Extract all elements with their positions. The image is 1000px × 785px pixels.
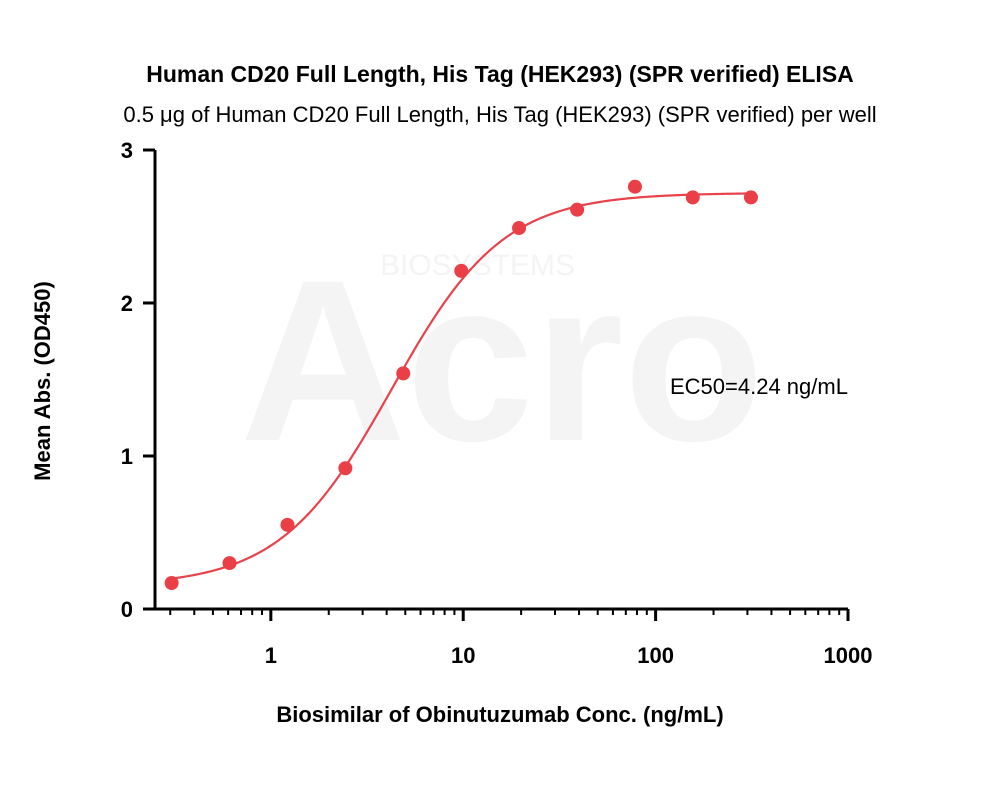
chart-subtitle: 0.5 μg of Human CD20 Full Length, His Ta… [123, 102, 876, 127]
data-point [454, 263, 469, 278]
data-point [685, 190, 700, 205]
x-tick-label: 10 [451, 643, 475, 668]
watermark-logo: Acro BIOSYSTEMS [240, 232, 764, 489]
y-tick-label: 3 [121, 138, 133, 163]
y-tick-label: 1 [121, 444, 133, 469]
fit-curve-layer [171, 192, 751, 580]
x-axis-label: Biosimilar of Obinutuzumab Conc. (ng/mL) [276, 702, 723, 727]
data-points [164, 179, 758, 590]
x-tick-label: 1 [265, 643, 277, 668]
x-tick-label: 100 [637, 643, 674, 668]
y-tick-label: 0 [121, 597, 133, 622]
data-point [222, 556, 237, 571]
data-point [743, 190, 758, 205]
data-point [280, 517, 295, 532]
data-point [396, 366, 411, 381]
chart-title: Human CD20 Full Length, His Tag (HEK293)… [146, 61, 854, 87]
data-point [338, 461, 353, 476]
x-tick-label: 1000 [824, 643, 873, 668]
svg-text:BIOSYSTEMS: BIOSYSTEMS [380, 249, 575, 282]
fit-curve [171, 192, 751, 580]
y-axis-label: Mean Abs. (OD450) [30, 281, 55, 481]
ec50-annotation: EC50=4.24 ng/mL [670, 374, 848, 399]
data-point [164, 575, 179, 590]
data-point [512, 221, 527, 236]
svg-text:Acro: Acro [240, 232, 764, 489]
data-point [570, 202, 585, 217]
y-tick-label: 2 [121, 291, 133, 316]
data-point [627, 179, 642, 194]
axes: 0 1 2 3 1 10 100 1000 [121, 138, 873, 668]
